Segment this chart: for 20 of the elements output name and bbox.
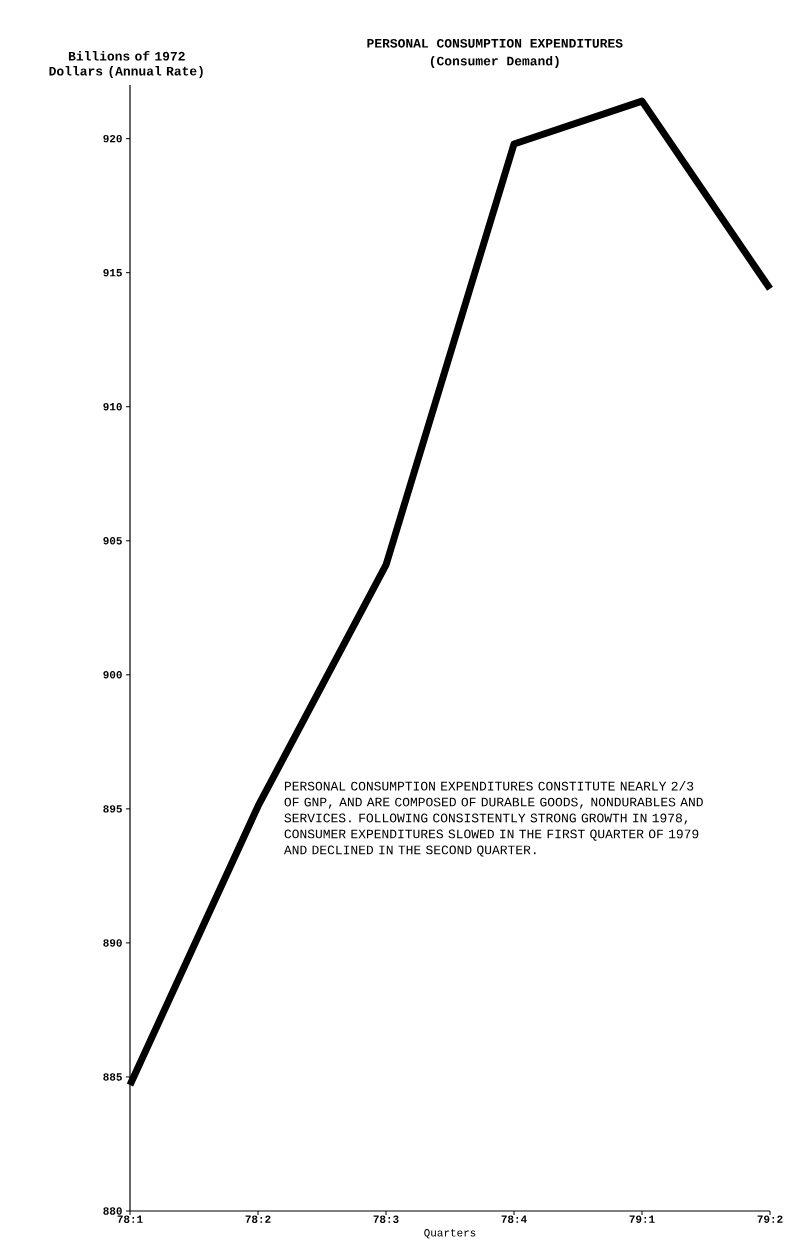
x-tick-label: 78:4 — [501, 1215, 527, 1223]
y-tick-label: 910 — [103, 403, 122, 411]
y-tick-label: 900 — [103, 671, 122, 679]
x-tick-label: 79:1 — [629, 1215, 655, 1223]
x-tick-label: 78:3 — [373, 1215, 399, 1223]
y-tick-label: 905 — [103, 537, 122, 545]
x-axis-title: Quarters — [424, 1229, 476, 1239]
y-tick-label: 885 — [103, 1073, 122, 1081]
y-tick-label: 880 — [103, 1207, 122, 1215]
chart-title: PERSONAL CONSUMPTION EXPENDITURES — [367, 38, 623, 48]
y-tick-label: 895 — [103, 805, 122, 813]
x-tick-label: 78:1 — [117, 1215, 143, 1223]
x-tick-label: 79:2 — [757, 1215, 783, 1223]
chart-subtitle: (Consumer Demand) — [430, 55, 559, 68]
x-tick-label: 78:2 — [245, 1215, 271, 1223]
y-tick-label: 920 — [103, 134, 122, 143]
y-tick-label: 915 — [103, 268, 122, 277]
y-tick-label: 890 — [103, 939, 122, 947]
annotation: PERSONAL CONSUMPTION EXPENDITURES CONSTITUTE NEARLY 2/3 OF GNP, AND ARE COMPOSED OF DURABLE GOODS, NONDURABLES AND SERVICES. FOLLOWING CONSISTENTLY STRONG GROWTH IN 1978, CONSUMER EXPENDITURES SLOWED IN THE FIRST QUARTER OF 1979 AND DECLINED IN THE SECOND QUARTER. — [283, 781, 703, 857]
y-axis-title: Billions of 1972 Dollars (Annual Rate) — [49, 50, 203, 79]
